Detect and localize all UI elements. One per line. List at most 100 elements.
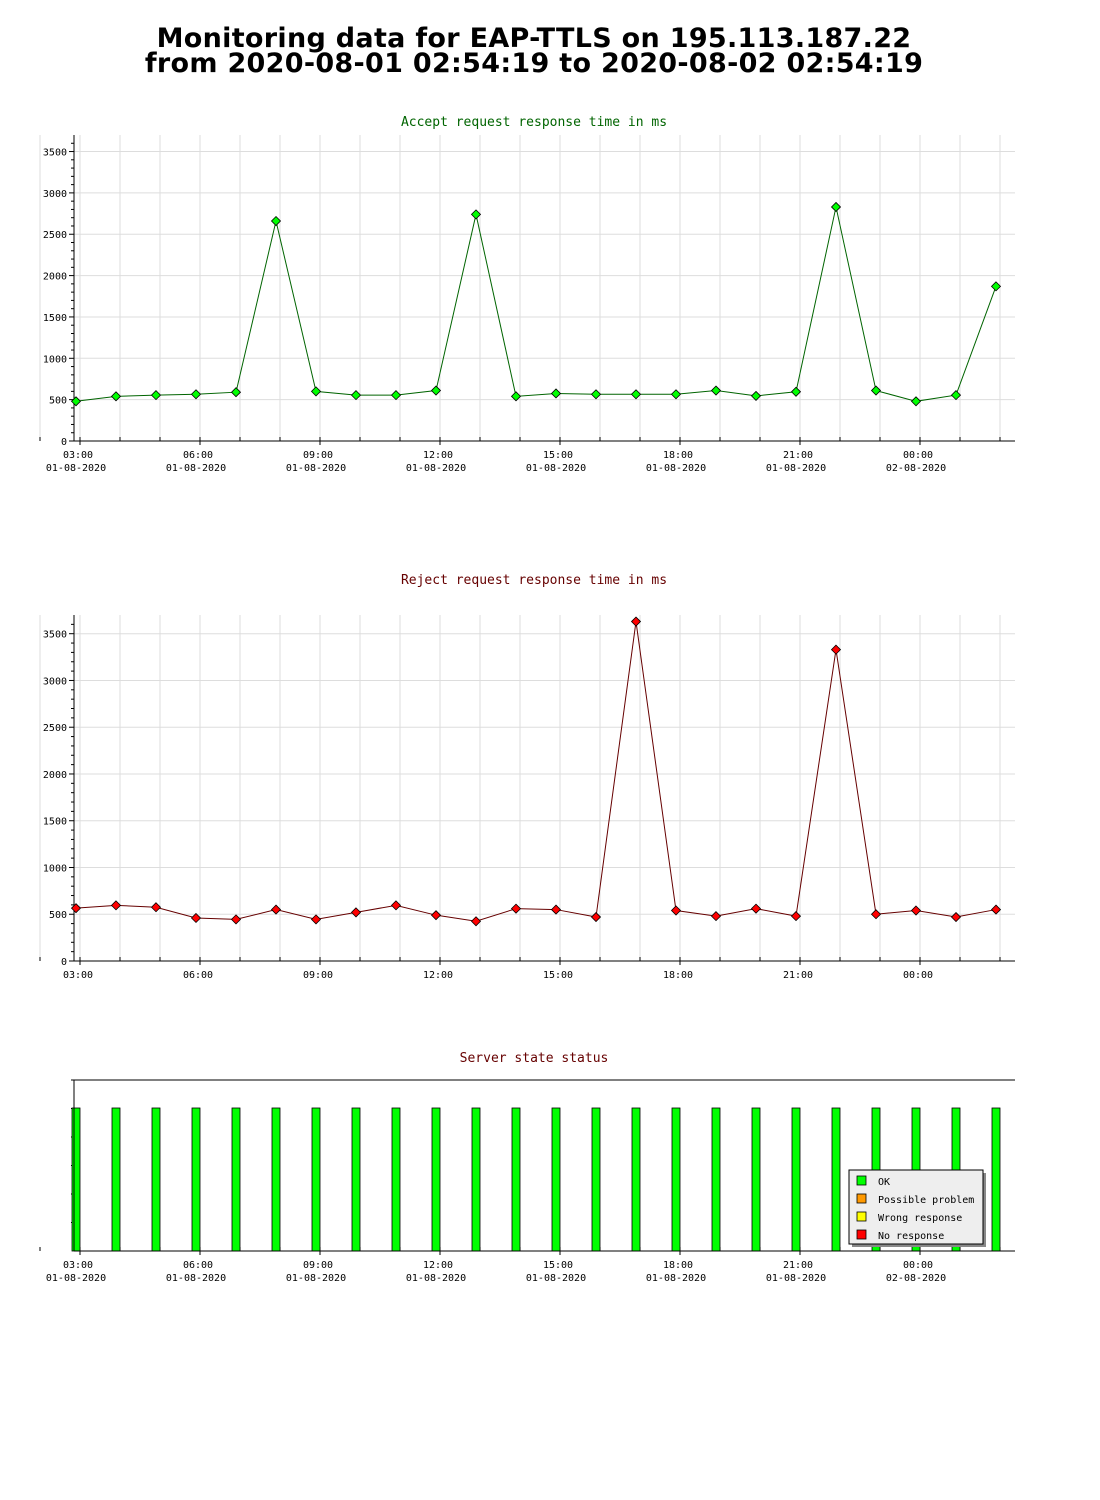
status-bar <box>111 1107 121 1252</box>
legend-swatch <box>856 1175 867 1186</box>
chart-title: Reject request response time in ms <box>401 573 667 588</box>
data-point <box>470 209 482 220</box>
status-bar <box>991 1107 1001 1252</box>
status-bar <box>591 1107 601 1252</box>
legend-swatch <box>856 1229 867 1240</box>
data-point <box>70 903 82 914</box>
legend-box <box>848 1169 984 1245</box>
y-tick-label: 0 <box>61 957 67 968</box>
data-point <box>190 912 202 924</box>
y-tick-label: 1000 <box>43 863 67 874</box>
x-tick-label-date: 02-08-2020 <box>886 1273 946 1284</box>
status-bar <box>351 1107 361 1252</box>
legend-label: OK <box>878 1177 890 1188</box>
data-point <box>950 911 962 923</box>
x-tick-label-date: 01-08-2020 <box>406 463 466 474</box>
legend-label: Possible problem <box>878 1195 974 1206</box>
x-tick-label-date: 01-08-2020 <box>286 463 346 474</box>
x-tick-label-time: 15:00 <box>543 450 573 461</box>
x-tick-label-time: 12:00 <box>423 450 453 461</box>
chart-title: Accept request response time in ms <box>401 115 667 130</box>
data-point <box>670 905 682 916</box>
y-tick-label: 0 <box>61 437 67 448</box>
legend-swatch <box>856 1193 867 1204</box>
y-tick-label: 500 <box>49 396 67 407</box>
status-bar <box>831 1107 841 1252</box>
status-bar <box>431 1107 441 1252</box>
x-tick-label-date: 01-08-2020 <box>406 1273 466 1284</box>
page-title-line-2: from 2020-08-01 02:54:19 to 2020-08-02 0… <box>144 48 924 79</box>
status-bar <box>471 1107 481 1252</box>
data-point <box>990 281 1002 292</box>
data-point <box>390 900 402 911</box>
data-point <box>310 914 322 925</box>
status-bar <box>271 1107 281 1252</box>
x-tick-label-date: 01-08-2020 <box>166 463 226 474</box>
data-point <box>710 385 722 396</box>
data-point <box>750 903 762 914</box>
x-tick-label-time: 18:00 <box>663 1260 693 1271</box>
x-tick-label-time: 00:00 <box>903 450 933 461</box>
data-point <box>550 904 562 915</box>
x-tick-label-time: 21:00 <box>783 1260 813 1271</box>
series-line <box>75 206 997 402</box>
data-point <box>230 387 242 398</box>
data-point <box>870 385 882 396</box>
data-point <box>630 389 642 400</box>
data-point <box>510 903 522 914</box>
server-status-chart: Server state status 03:00 01-08-2020 06:00 0… <box>39 1051 1015 1284</box>
x-tick-label-time: 18:00 <box>663 970 693 980</box>
x-tick-label-date: 01-08-2020 <box>46 1273 106 1284</box>
y-tick-label: 2000 <box>43 272 67 283</box>
y-tick-label: 1500 <box>43 817 67 828</box>
legend-label: Wrong response <box>878 1213 962 1224</box>
x-tick-label-time: 03:00 <box>63 450 93 461</box>
status-bar <box>71 1107 81 1252</box>
data-point <box>350 907 362 918</box>
y-tick-label: 1500 <box>43 313 67 324</box>
data-point <box>350 390 362 401</box>
data-point <box>870 909 882 920</box>
data-point <box>70 396 82 407</box>
data-point <box>710 911 722 922</box>
legend-label: No response <box>878 1231 944 1242</box>
status-bar <box>751 1107 761 1252</box>
status-bar <box>791 1107 801 1252</box>
page-title-line-1: Monitoring data for EAP-TTLS on 195.113.… <box>156 23 912 54</box>
y-tick-label: 1000 <box>43 354 67 365</box>
data-point <box>550 388 562 399</box>
x-tick-label-time: 00:00 <box>903 1260 933 1271</box>
y-tick-label: 3500 <box>43 630 67 641</box>
data-point <box>750 390 762 401</box>
status-bar <box>391 1107 401 1252</box>
y-tick-label: 500 <box>49 910 67 921</box>
data-point <box>830 201 842 213</box>
legend-swatch <box>856 1211 867 1222</box>
data-point <box>150 390 162 401</box>
x-tick-label-time: 03:00 <box>63 1260 93 1271</box>
status-bar <box>511 1107 521 1252</box>
x-tick-label-time: 00:00 <box>903 970 933 980</box>
y-tick-label: 3000 <box>43 189 67 200</box>
x-tick-label-date: 02-08-2020 <box>886 463 946 474</box>
y-tick-label: 3000 <box>43 676 67 687</box>
x-tick-label-time: 21:00 <box>783 970 813 980</box>
data-point <box>470 916 482 927</box>
x-tick-label-time: 12:00 <box>423 970 453 980</box>
x-tick-label-date: 01-08-2020 <box>46 463 106 474</box>
data-point <box>310 386 322 397</box>
status-bar <box>191 1107 201 1252</box>
data-point <box>270 215 282 227</box>
reject-response-chart: Reject request response time in ms 0 500 10… <box>39 573 1015 980</box>
x-tick-label-time: 15:00 <box>543 970 573 980</box>
x-tick-label-date: 01-08-2020 <box>766 1273 826 1284</box>
status-bar <box>151 1107 161 1252</box>
data-point <box>590 911 602 923</box>
data-point <box>190 389 202 400</box>
x-tick-label-time: 06:00 <box>183 1260 213 1271</box>
data-point <box>990 904 1002 915</box>
data-point <box>630 616 642 627</box>
x-tick-label-date: 01-08-2020 <box>646 1273 706 1284</box>
chart-title: Server state status <box>460 1051 609 1066</box>
data-point <box>430 910 442 921</box>
